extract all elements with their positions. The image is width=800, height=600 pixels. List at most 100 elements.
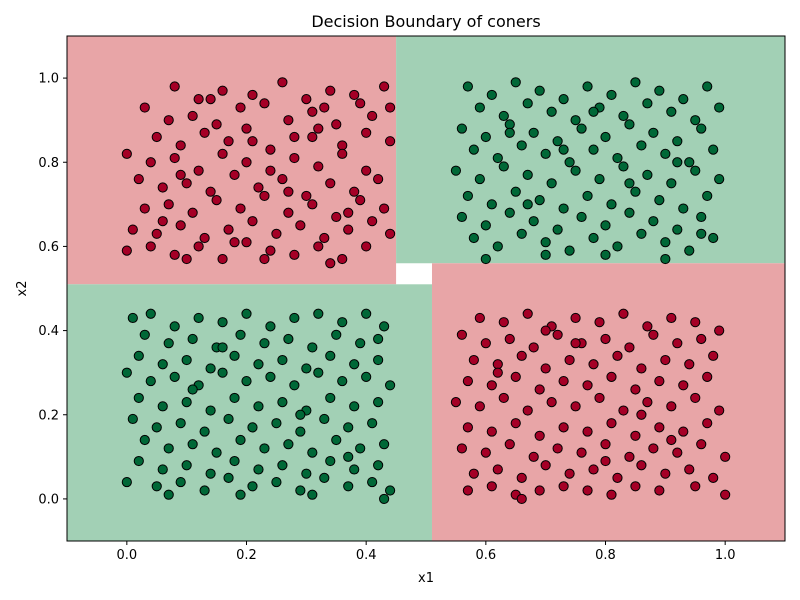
point-green [151,481,162,492]
point-green [307,489,318,500]
point-red [690,481,701,492]
point-red [570,401,581,412]
point-green [456,123,467,134]
point-red [211,119,222,130]
point-red [325,258,336,269]
point-green [684,245,695,256]
point-green [678,203,689,214]
point-red [199,127,210,138]
point-green [295,409,306,420]
point-red [618,405,629,416]
point-red [223,224,234,235]
point-red [462,422,473,433]
point-green [295,485,306,496]
point-green [235,434,246,446]
point-green [714,102,725,113]
point-green [301,363,312,374]
point-green [193,312,204,324]
point-green [223,413,234,425]
point-green [612,241,623,252]
point-green [337,375,348,387]
point-red [504,439,515,450]
point-red [121,245,132,256]
point-red [205,94,216,105]
point-green [462,190,473,202]
point-green [510,77,521,88]
point-green [624,178,635,189]
y-tick-label: 0.4 [38,324,59,339]
point-red [498,317,509,328]
y-tick-label: 0.6 [38,240,59,255]
point-green [654,195,665,206]
point-red [480,338,491,349]
point-red [492,367,503,378]
point-green [313,367,324,378]
point-red [666,434,677,446]
point-green [660,148,671,159]
point-red [486,481,497,492]
x-axis-ticks: 0.0 0.2 0.4 0.6 0.8 1.0 [116,541,736,563]
point-green [133,392,144,404]
point-red [462,375,473,387]
point-red [337,253,348,265]
point-red [283,186,294,197]
point-red [379,81,390,92]
point-red [313,123,324,134]
point-red [325,85,336,96]
point-green [642,169,653,180]
point-green [163,489,174,500]
point-green [498,110,509,122]
point-red [199,232,210,244]
point-green [648,127,659,138]
point-red [486,380,497,391]
point-red [480,447,491,458]
point-red [337,140,348,151]
point-red [289,249,300,260]
point-green [277,460,288,471]
point-red [612,350,623,361]
point-red [696,439,707,450]
point-green [271,476,282,488]
point-green [205,405,216,416]
point-red [630,430,641,441]
point-green [367,418,378,429]
point-green [540,237,551,248]
decision-region-green-2 [67,284,432,541]
point-red [654,485,665,496]
point-red [570,338,581,349]
point-red [337,148,348,159]
point-red [385,136,396,147]
point-green [325,350,336,361]
point-green [187,384,198,395]
point-green [558,144,569,155]
point-green [528,216,539,227]
point-green [618,161,629,172]
point-red [588,464,599,475]
point-green [331,329,342,340]
point-green [253,464,264,475]
point-red [217,253,228,265]
point-red [534,384,545,395]
point-red [576,447,587,458]
point-green [277,397,288,408]
point-red [193,241,204,252]
x-tick-label: 0.8 [595,548,616,563]
point-green [492,241,503,252]
y-tick-label: 0.8 [38,156,59,171]
point-green [199,485,210,496]
point-green [349,464,360,475]
point-green [265,321,276,332]
y-axis-label: x2 [15,281,30,297]
point-red [606,371,617,382]
point-green [654,85,665,96]
point-red [361,241,372,252]
point-green [624,207,635,218]
point-green [540,148,551,159]
point-red [702,418,713,429]
point-green [486,89,497,101]
point-red [708,350,719,361]
point-green [576,211,587,223]
point-red [714,405,725,416]
point-red [151,131,162,143]
point-red [558,375,569,387]
